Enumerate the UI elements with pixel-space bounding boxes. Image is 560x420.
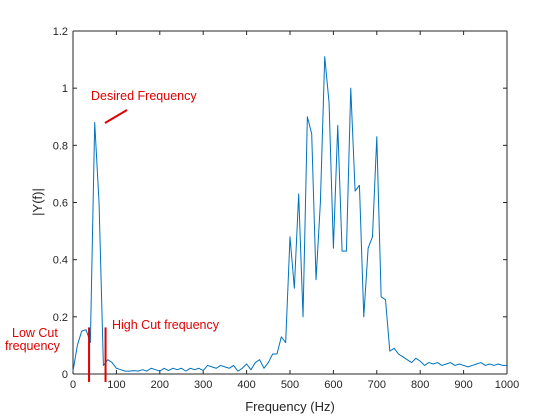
y-tick-label: 0.8 bbox=[53, 140, 68, 152]
annotation-low-cut: Low Cut bbox=[12, 326, 58, 340]
y-tick-label: 1 bbox=[62, 83, 68, 95]
annotation-high-cut-frequency: High Cut frequency bbox=[112, 318, 220, 332]
y-tick-label: 0 bbox=[62, 369, 68, 381]
y-axis-label: |Y(f)| bbox=[30, 188, 45, 216]
x-tick-label: 800 bbox=[411, 379, 429, 391]
x-tick-label: 500 bbox=[281, 379, 299, 391]
x-tick-label: 700 bbox=[368, 379, 386, 391]
annotation-low-cut-frequency: frequency bbox=[5, 339, 61, 353]
x-axis-label: Frequency (Hz) bbox=[245, 399, 335, 414]
y-tick-label: 0.2 bbox=[53, 312, 68, 324]
annotation-desired-frequency: Desired Frequency bbox=[91, 89, 197, 103]
x-tick-label: 600 bbox=[324, 379, 342, 391]
x-tick-label: 0 bbox=[70, 379, 76, 391]
y-tick-label: 0.6 bbox=[53, 198, 68, 210]
y-tick-label: 1.2 bbox=[53, 26, 68, 38]
x-tick-label: 200 bbox=[151, 379, 169, 391]
y-tick-label: 0.4 bbox=[53, 255, 68, 267]
x-tick-label: 100 bbox=[107, 379, 125, 391]
x-tick-label: 300 bbox=[194, 379, 212, 391]
x-tick-label: 400 bbox=[237, 379, 255, 391]
x-tick-label: 1000 bbox=[495, 379, 519, 391]
x-tick-label: 900 bbox=[454, 379, 472, 391]
